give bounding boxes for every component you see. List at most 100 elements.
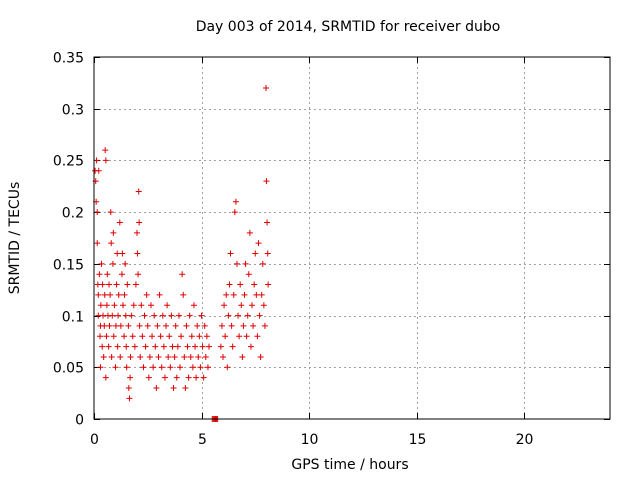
data-point xyxy=(166,333,173,340)
data-point xyxy=(260,302,267,309)
data-point xyxy=(123,364,130,371)
data-point xyxy=(263,178,270,185)
data-point xyxy=(194,322,201,329)
data-point xyxy=(131,343,138,350)
data-point xyxy=(200,374,207,381)
data-point xyxy=(199,343,206,350)
data-point xyxy=(129,333,136,340)
data-point xyxy=(236,333,243,340)
data-point xyxy=(134,229,140,236)
data-point xyxy=(203,333,210,340)
data-point xyxy=(264,219,271,226)
data-point xyxy=(102,374,109,381)
data-point xyxy=(182,384,189,391)
data-point xyxy=(195,353,202,360)
data-point xyxy=(100,353,107,360)
y-tick-label: 0.2 xyxy=(62,206,84,222)
data-point xyxy=(165,353,172,360)
data-point xyxy=(106,281,113,288)
data-point xyxy=(167,364,174,371)
grid xyxy=(94,57,610,419)
data-point xyxy=(136,322,143,329)
data-point xyxy=(102,147,109,154)
data-point xyxy=(237,281,244,288)
data-point xyxy=(179,271,186,278)
data-point xyxy=(239,353,246,360)
data-point xyxy=(247,343,254,350)
data-point xyxy=(124,281,131,288)
data-point xyxy=(164,302,171,309)
data-point xyxy=(150,364,157,371)
data-point xyxy=(103,302,110,309)
data-point xyxy=(106,322,113,329)
data-point xyxy=(224,364,231,371)
data-point xyxy=(218,322,225,329)
data-point xyxy=(198,312,205,319)
data-point xyxy=(186,312,193,319)
data-point xyxy=(120,302,127,309)
data-point xyxy=(115,291,122,298)
data-point xyxy=(256,312,263,319)
data-point xyxy=(220,353,226,360)
data-point xyxy=(238,302,245,309)
data-point xyxy=(99,343,106,350)
data-point xyxy=(244,312,251,319)
data-point xyxy=(226,281,233,288)
data-point xyxy=(115,312,122,319)
x-axis-label: GPS time / hours xyxy=(291,457,408,473)
data-point xyxy=(263,85,269,92)
data-point xyxy=(96,271,103,278)
data-point xyxy=(135,188,142,195)
data-point xyxy=(97,364,104,371)
data-point xyxy=(146,353,153,360)
data-point xyxy=(259,260,266,267)
data-point xyxy=(197,364,204,371)
data-point xyxy=(95,167,102,174)
data-point xyxy=(252,250,259,257)
data-point xyxy=(135,271,142,278)
data-point xyxy=(122,312,129,319)
data-point xyxy=(222,333,229,340)
data-point xyxy=(228,322,235,329)
data-point xyxy=(180,291,187,298)
data-point xyxy=(258,291,265,298)
data-point xyxy=(117,322,124,329)
data-point xyxy=(97,302,104,309)
data-point xyxy=(223,291,230,298)
data-point xyxy=(257,353,264,360)
data-point xyxy=(119,250,126,257)
data-point xyxy=(193,374,200,381)
data-point xyxy=(127,353,134,360)
data-point xyxy=(169,343,176,350)
data-point xyxy=(99,281,106,288)
data-point xyxy=(149,333,156,340)
data-point xyxy=(158,364,165,371)
data-point xyxy=(121,333,128,340)
data-point xyxy=(178,333,185,340)
data-point xyxy=(142,343,149,350)
data-point xyxy=(192,343,199,350)
data-point xyxy=(110,333,117,340)
data-point xyxy=(240,322,247,329)
data-point xyxy=(251,281,258,288)
data-point xyxy=(141,312,148,319)
data-point xyxy=(94,240,101,247)
data-point xyxy=(139,333,146,340)
data-point xyxy=(127,374,134,381)
y-tick-label: 0 xyxy=(75,413,84,429)
data-point xyxy=(111,302,118,309)
data-point xyxy=(109,312,116,319)
data-point xyxy=(253,291,260,298)
data-point xyxy=(201,322,208,329)
data-point xyxy=(153,384,160,391)
data-point xyxy=(145,374,152,381)
data-point xyxy=(229,343,236,350)
data-point xyxy=(265,281,272,288)
data-point xyxy=(163,322,170,329)
x-tick-label: 10 xyxy=(301,432,319,448)
data-point xyxy=(114,343,121,350)
data-point xyxy=(101,322,108,329)
data-point xyxy=(104,271,111,278)
y-tick-label: 0.15 xyxy=(53,258,84,274)
data-point xyxy=(155,353,162,360)
